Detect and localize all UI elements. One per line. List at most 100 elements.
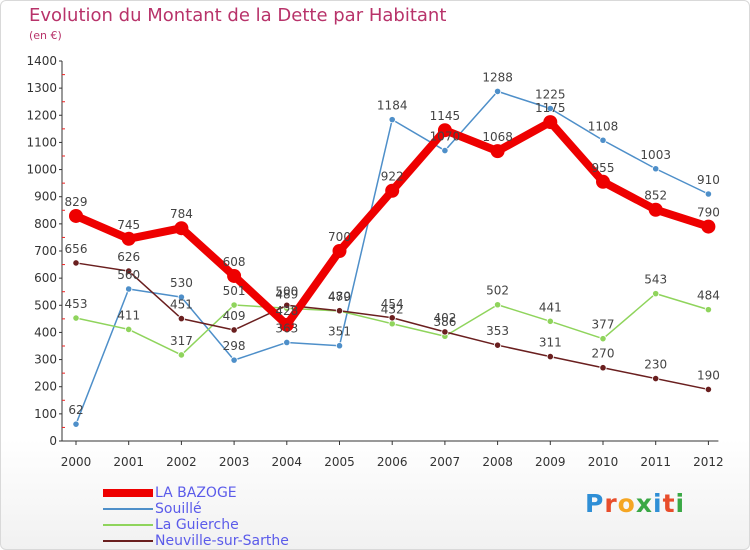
data-point bbox=[652, 374, 660, 383]
data-point bbox=[385, 183, 400, 198]
data-point bbox=[388, 116, 396, 124]
data-point bbox=[704, 190, 713, 198]
data-point bbox=[177, 293, 185, 301]
data-point bbox=[493, 341, 502, 349]
data-point bbox=[283, 301, 291, 309]
data-label: 363 bbox=[275, 321, 298, 335]
legend-swatch bbox=[103, 524, 153, 526]
data-label: 453 bbox=[65, 297, 88, 311]
data-point bbox=[546, 352, 554, 361]
data-point bbox=[701, 219, 716, 234]
data-label: 626 bbox=[117, 250, 140, 264]
data-label: 910 bbox=[697, 173, 720, 187]
data-label: 1003 bbox=[640, 148, 671, 162]
y-tick-label: 900 bbox=[34, 190, 57, 204]
x-tick-label: 2011 bbox=[640, 455, 671, 469]
data-point bbox=[72, 259, 80, 267]
data-label: 311 bbox=[539, 336, 562, 350]
x-tick-label: 2001 bbox=[113, 455, 144, 469]
data-label: 1145 bbox=[430, 109, 461, 123]
logo-letter: r bbox=[604, 489, 618, 518]
data-point bbox=[177, 351, 185, 359]
legend-swatch bbox=[103, 540, 153, 542]
data-point bbox=[72, 420, 80, 428]
data-label: 790 bbox=[697, 206, 720, 220]
data-point bbox=[546, 104, 554, 113]
legend-item: Neuville-sur-Sarthe bbox=[103, 533, 403, 549]
x-tick-label: 2012 bbox=[693, 455, 724, 469]
data-point bbox=[332, 244, 347, 258]
data-label: 480 bbox=[328, 290, 351, 304]
logo-letter: P bbox=[585, 489, 605, 518]
data-label: 700 bbox=[328, 230, 351, 244]
data-point bbox=[230, 301, 238, 309]
legend-item: La Guierche bbox=[103, 517, 403, 533]
legend-label: Neuville-sur-Sarthe bbox=[155, 533, 289, 549]
data-point bbox=[230, 326, 238, 334]
data-point bbox=[437, 123, 452, 138]
data-label: 270 bbox=[592, 347, 615, 361]
y-tick-label: 300 bbox=[34, 353, 57, 367]
y-tick-label: 1300 bbox=[26, 81, 57, 95]
legend: LA BAZOGE Souillé La Guierche Neuville-sur-… bbox=[103, 485, 403, 549]
data-point bbox=[72, 314, 80, 322]
y-tick-label: 700 bbox=[34, 244, 57, 258]
data-point bbox=[599, 136, 607, 144]
data-label: 62 bbox=[68, 403, 83, 417]
logo-letter: x bbox=[635, 489, 653, 518]
y-tick-label: 1400 bbox=[26, 54, 57, 68]
data-label: 1225 bbox=[535, 88, 566, 102]
data-point bbox=[652, 165, 660, 173]
data-label: 409 bbox=[223, 309, 246, 323]
data-label: 745 bbox=[117, 218, 140, 232]
data-label: 656 bbox=[65, 242, 88, 256]
chart-title: Evolution du Montant de la Dette par Hab… bbox=[29, 5, 447, 26]
data-label: 560 bbox=[117, 268, 140, 282]
data-label: 502 bbox=[486, 284, 509, 298]
data-label: 852 bbox=[644, 189, 667, 203]
y-tick-label: 1200 bbox=[26, 108, 57, 122]
data-point bbox=[493, 87, 502, 96]
data-point bbox=[177, 314, 185, 323]
data-point bbox=[227, 268, 242, 283]
data-label: 608 bbox=[223, 255, 246, 269]
data-point bbox=[599, 364, 607, 372]
data-point bbox=[546, 317, 554, 325]
data-label: 432 bbox=[381, 303, 404, 317]
data-point bbox=[174, 221, 189, 236]
data-label: 489 bbox=[275, 287, 298, 301]
y-tick-label: 100 bbox=[34, 407, 57, 421]
legend-swatch bbox=[103, 508, 153, 510]
y-tick-label: 1100 bbox=[26, 135, 57, 149]
legend-item: LA BAZOGE bbox=[103, 485, 403, 501]
data-label: 829 bbox=[65, 195, 88, 209]
data-label: 317 bbox=[170, 334, 193, 348]
x-tick-label: 2006 bbox=[377, 455, 408, 469]
data-label: 1288 bbox=[482, 70, 513, 84]
x-tick-label: 2003 bbox=[219, 455, 250, 469]
data-point bbox=[125, 267, 133, 275]
data-label: 500 bbox=[275, 284, 298, 298]
x-tick-label: 2000 bbox=[61, 455, 92, 469]
data-point bbox=[704, 306, 713, 314]
data-point bbox=[493, 301, 502, 309]
y-tick-label: 500 bbox=[34, 298, 57, 312]
legend-item: Souillé bbox=[103, 501, 403, 517]
data-label: 484 bbox=[697, 289, 720, 303]
data-label: 1184 bbox=[377, 99, 408, 113]
x-tick-label: 2004 bbox=[272, 455, 303, 469]
data-point bbox=[388, 320, 396, 328]
data-point bbox=[279, 317, 294, 332]
data-point bbox=[704, 385, 713, 394]
data-label: 298 bbox=[223, 339, 246, 353]
data-label: 784 bbox=[170, 207, 193, 221]
y-tick-label: 400 bbox=[34, 325, 57, 339]
data-label: 451 bbox=[170, 298, 193, 312]
data-label: 501 bbox=[223, 284, 246, 298]
data-label: 377 bbox=[592, 318, 615, 332]
data-label: 386 bbox=[433, 315, 456, 329]
data-label: 530 bbox=[170, 276, 193, 290]
data-point bbox=[121, 231, 136, 246]
data-label: 402 bbox=[433, 311, 456, 325]
